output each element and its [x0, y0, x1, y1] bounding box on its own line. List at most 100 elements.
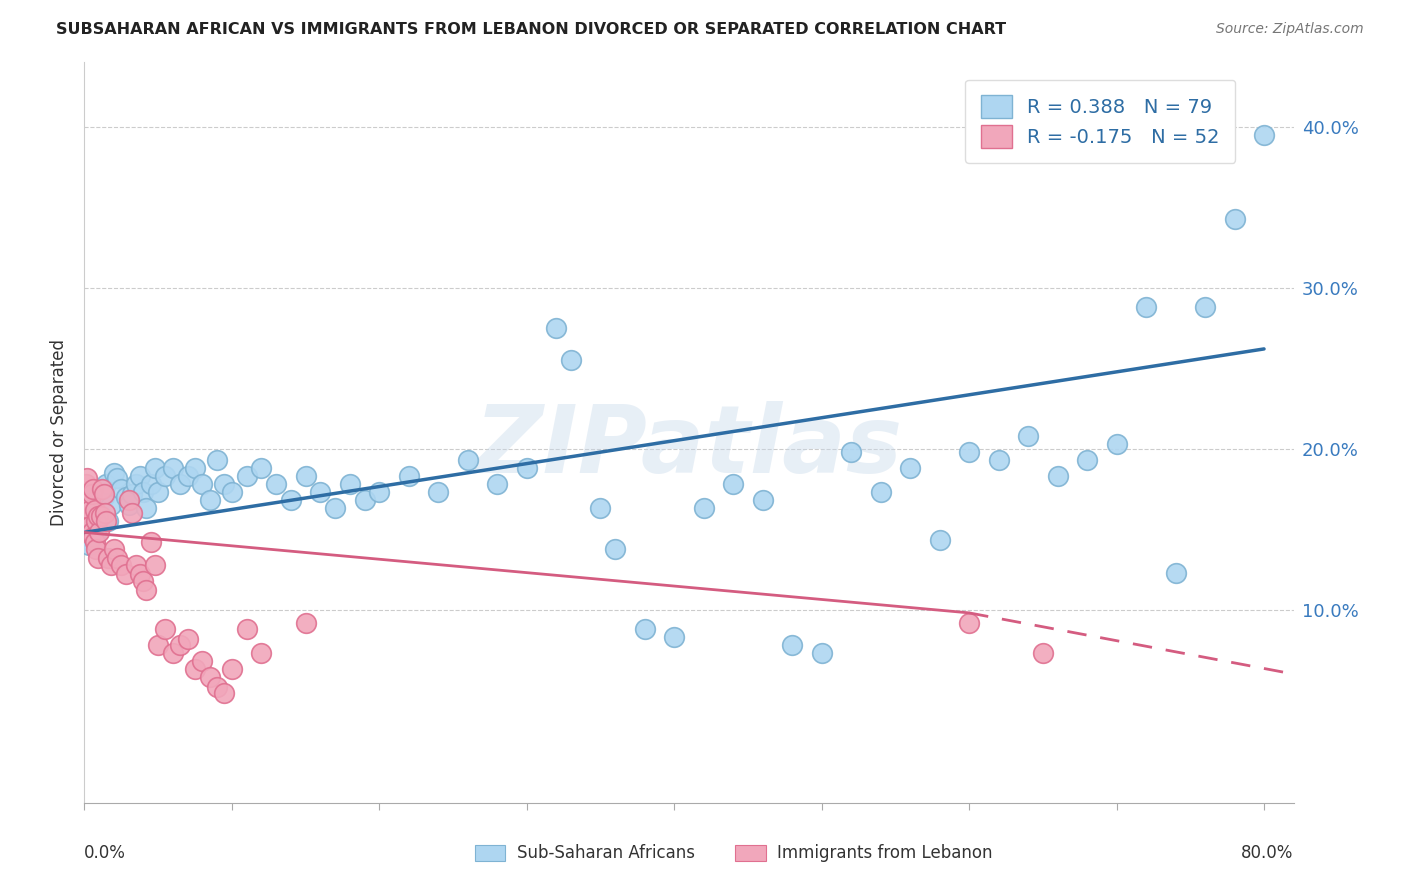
- Point: [162, 646, 184, 660]
- Point: [80, 525, 103, 540]
- Point: [76, 471, 98, 485]
- Point: [176, 632, 198, 646]
- Point: [987, 453, 1010, 467]
- Point: [143, 461, 166, 475]
- Point: [294, 615, 316, 630]
- Point: [169, 638, 191, 652]
- Point: [221, 662, 243, 676]
- Point: [129, 469, 152, 483]
- Point: [368, 485, 391, 500]
- Point: [87, 498, 110, 512]
- Point: [86, 506, 108, 520]
- Point: [1017, 429, 1039, 443]
- Point: [162, 461, 184, 475]
- Point: [546, 321, 568, 335]
- Point: [96, 514, 118, 528]
- Text: SUBSAHARAN AFRICAN VS IMMIGRANTS FROM LEBANON DIVORCED OR SEPARATED CORRELATION : SUBSAHARAN AFRICAN VS IMMIGRANTS FROM LE…: [56, 22, 1007, 37]
- Point: [110, 482, 132, 496]
- Point: [309, 485, 332, 500]
- Point: [1194, 300, 1216, 314]
- Point: [928, 533, 950, 548]
- Point: [91, 482, 114, 496]
- Point: [1223, 211, 1246, 226]
- Text: Source: ZipAtlas.com: Source: ZipAtlas.com: [1216, 22, 1364, 37]
- Point: [117, 493, 139, 508]
- Point: [780, 638, 803, 652]
- Point: [457, 453, 479, 467]
- Point: [117, 498, 139, 512]
- Point: [121, 506, 143, 520]
- Point: [125, 558, 148, 572]
- Point: [75, 477, 97, 491]
- Point: [100, 558, 122, 572]
- Point: [250, 646, 273, 660]
- Point: [76, 498, 98, 512]
- Point: [810, 646, 832, 660]
- Point: [1164, 566, 1187, 580]
- Text: Sub-Saharan Africans: Sub-Saharan Africans: [517, 844, 695, 862]
- Point: [80, 522, 103, 536]
- Point: [1253, 128, 1275, 142]
- Point: [77, 493, 100, 508]
- Text: 0.0%: 0.0%: [84, 844, 127, 862]
- Point: [191, 654, 214, 668]
- Point: [93, 490, 115, 504]
- Point: [146, 485, 169, 500]
- Point: [77, 514, 100, 528]
- Point: [82, 482, 104, 496]
- Point: [79, 506, 101, 520]
- Point: [82, 490, 104, 504]
- Point: [589, 501, 612, 516]
- Point: [105, 551, 128, 566]
- Point: [139, 477, 162, 491]
- Point: [353, 493, 375, 508]
- Point: [250, 461, 273, 475]
- Point: [146, 638, 169, 652]
- Point: [143, 558, 166, 572]
- Point: [264, 477, 287, 491]
- Point: [957, 615, 980, 630]
- Point: [90, 509, 112, 524]
- Point: [214, 477, 236, 491]
- Point: [84, 541, 107, 556]
- Point: [155, 469, 177, 483]
- Point: [125, 477, 148, 491]
- Point: [94, 506, 117, 520]
- Point: [103, 466, 125, 480]
- Point: [121, 487, 143, 501]
- Point: [634, 622, 657, 636]
- Point: [294, 469, 316, 483]
- Point: [84, 514, 107, 528]
- Point: [155, 622, 177, 636]
- Point: [516, 461, 538, 475]
- Point: [191, 477, 214, 491]
- Point: [93, 487, 115, 501]
- Point: [129, 567, 152, 582]
- Point: [398, 469, 420, 483]
- Point: [84, 527, 107, 541]
- Point: [1105, 437, 1128, 451]
- Point: [76, 514, 98, 528]
- Point: [82, 530, 104, 544]
- Point: [721, 477, 744, 491]
- Point: [135, 501, 157, 516]
- Point: [198, 670, 221, 684]
- Point: [114, 567, 136, 582]
- Point: [114, 490, 136, 504]
- Point: [83, 503, 105, 517]
- Point: [96, 477, 118, 491]
- Point: [664, 630, 686, 644]
- Point: [280, 493, 302, 508]
- Point: [221, 485, 243, 500]
- Point: [105, 471, 128, 485]
- Point: [869, 485, 891, 500]
- Point: [323, 501, 346, 516]
- Point: [176, 469, 198, 483]
- Point: [103, 541, 125, 556]
- Legend: R = 0.388   N = 79, R = -0.175   N = 52: R = 0.388 N = 79, R = -0.175 N = 52: [965, 79, 1236, 163]
- Point: [86, 509, 108, 524]
- Point: [605, 541, 627, 556]
- Point: [169, 477, 191, 491]
- Point: [235, 622, 257, 636]
- Point: [205, 453, 228, 467]
